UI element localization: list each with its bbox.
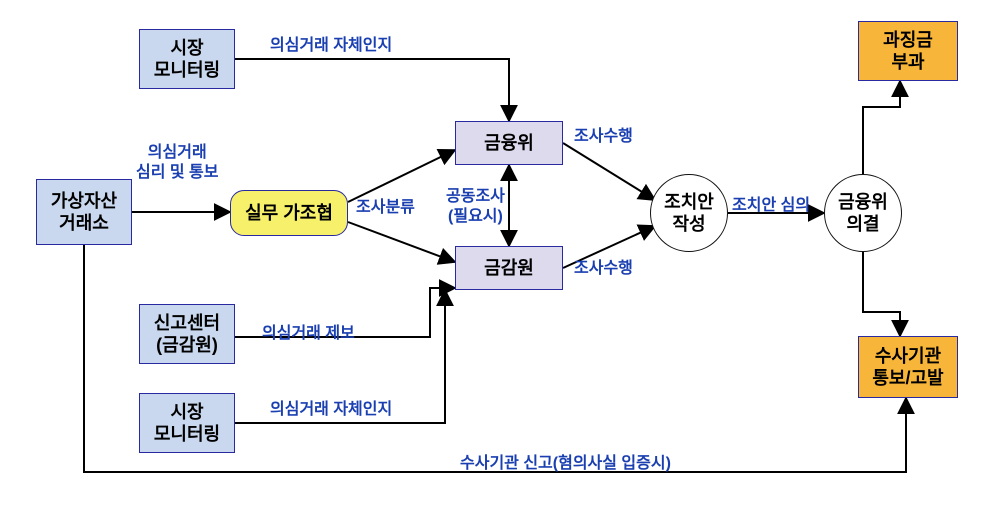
edge-taskforce-fsc xyxy=(348,150,455,202)
edge-fsc-draft xyxy=(563,143,655,200)
edge-resolve-down xyxy=(863,252,900,336)
label-joint: 공동조사 (필요시) xyxy=(446,187,505,227)
label-classify: 조사분류 xyxy=(356,198,415,218)
label-review: 의심거래 심리 및 통보 xyxy=(136,143,219,183)
edge-monitor1-fsc xyxy=(235,59,509,121)
edge-resolve-penalty xyxy=(863,81,900,174)
label-inv2: 조사수행 xyxy=(574,259,633,279)
node-taskforce: 실무 가조협 xyxy=(230,190,348,236)
node-draft: 조치안 작성 xyxy=(650,174,728,252)
node-penalty: 과징금 부과 xyxy=(858,21,958,81)
edge-taskforce-fss xyxy=(348,222,455,262)
node-report: 신고센터 (금감원) xyxy=(139,304,235,364)
label-crim: 수사기관 신고(혐의사실 입증시) xyxy=(460,454,671,474)
label-self2: 의심거래 자체인지 xyxy=(270,400,392,420)
node-fsc: 금융위 xyxy=(455,121,563,165)
node-prosecute: 수사기관 통보/고발 xyxy=(858,336,958,398)
node-exchange: 가상자산 거래소 xyxy=(36,179,132,245)
node-fss: 금감원 xyxy=(455,246,563,290)
label-tip: 의심거래 제보 xyxy=(262,324,355,344)
label-self1: 의심거래 자체인지 xyxy=(270,36,392,56)
node-resolve: 금융위 의결 xyxy=(824,174,902,252)
label-inv1: 조사수행 xyxy=(574,127,633,147)
node-monitor1: 시장 모니터링 xyxy=(139,29,235,89)
label-delib: 조치안 심의 xyxy=(732,196,810,216)
node-monitor2: 시장 모니터링 xyxy=(139,393,235,453)
